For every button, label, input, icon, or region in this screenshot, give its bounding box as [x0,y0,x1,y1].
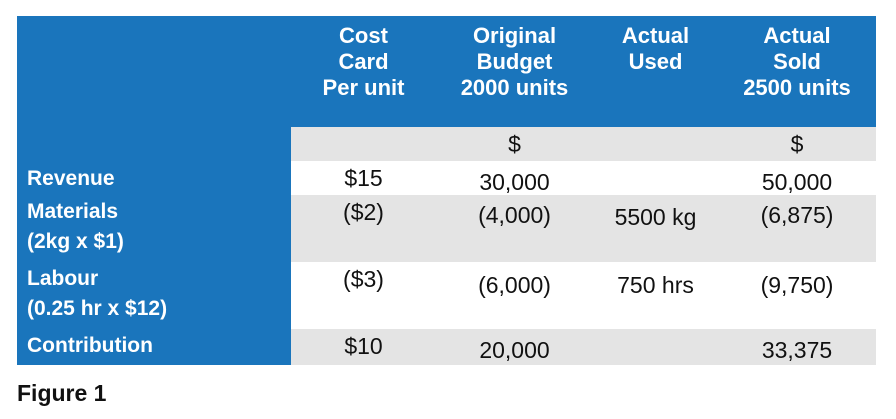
cell-actual-used: 5500 kg [614,204,697,230]
table-header-row: Cost Card Per unit Original Budget 2000 … [17,16,876,127]
unit-cell-actual-sold: $ [790,131,804,157]
cell-original-budget: 20,000 [479,337,550,363]
cell-cost-card: $10 [344,333,383,359]
header-cost-card: Cost Card Per unit [322,23,405,100]
cell-actual-sold: 50,000 [761,169,833,195]
table-row-contribution: Contribution $10 20,000 33,375 [17,329,876,365]
cell-original-budget: 30,000 [479,169,550,195]
row-label: Materials (2kg x $1) [27,200,124,253]
header-actual-used: Actual Used [621,23,690,74]
row-background [291,161,876,195]
table-row-materials: Materials (2kg x $1) ($2) (4,000) 5500 k… [17,195,876,262]
budget-table: Cost Card Per unit Original Budget 2000 … [17,16,876,365]
cell-original-budget: (4,000) [478,202,551,228]
header-original-budget: Original Budget 2000 units [460,23,569,100]
row-background [291,127,876,161]
row-label: Contribution [27,334,153,357]
cell-actual-sold: 33,375 [761,337,833,363]
figure-caption: Figure 1 [17,380,107,406]
cell-original-budget: (6,000) [478,272,551,298]
row-background [291,262,876,329]
unit-cell-original-budget: $ [508,131,521,157]
cell-cost-card: ($3) [343,266,384,292]
cell-cost-card: $15 [344,165,383,191]
table-row-labour: Labour (0.25 hr x $12) ($3) (6,000) 750 … [17,262,876,329]
cell-actual-sold: (9,750) [760,272,834,298]
row-background [291,195,876,262]
header-actual-sold: Actual Sold 2500 units [743,23,851,100]
cell-cost-card: ($2) [343,199,384,225]
table-unit-row: $ $ [17,127,876,161]
row-background [291,329,876,365]
cell-actual-used: 750 hrs [617,272,694,298]
table-row-revenue: Revenue $15 30,000 50,000 [17,161,876,195]
cell-actual-sold: (6,875) [760,202,834,228]
row-label: Labour (0.25 hr x $12) [27,267,168,320]
row-label: Revenue [27,167,115,190]
